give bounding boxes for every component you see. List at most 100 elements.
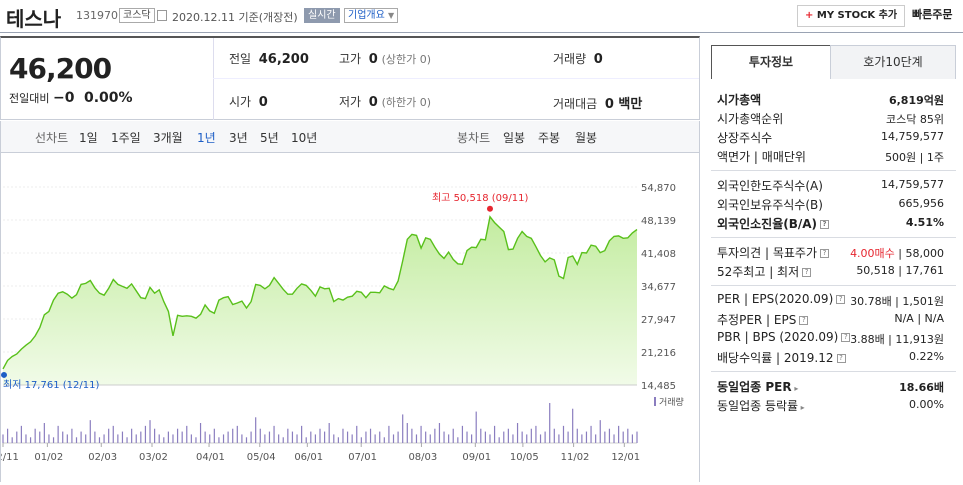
info-label-r1-0: 시가총액 <box>717 93 762 107</box>
info-tabs: 투자정보 호가10단계 <box>711 45 956 79</box>
stock-name: 테스나 <box>6 7 62 31</box>
x-tick-label: 12/11 <box>1 452 19 463</box>
info-value-r4-0: 30.78배 | 1,501원 <box>850 295 944 308</box>
document-icon <box>157 10 167 21</box>
info-value-r3-0: 4.00매수 | 58,000 <box>850 247 944 260</box>
info-label-r4-1: 추정PER | EPS? <box>717 311 809 328</box>
info-label-r2-2: 외국인소진율(B/A)? <box>717 215 830 232</box>
base-date: 2020.12.11 기준(개장전) <box>172 11 298 24</box>
y-tick-label: 41,408 <box>641 249 676 260</box>
price-area <box>3 216 637 385</box>
help-icon[interactable]: ? <box>802 268 812 277</box>
plus-icon: + <box>805 10 814 21</box>
help-icon[interactable]: ? <box>841 333 851 342</box>
low-price: 저가 0 (하한가 0) <box>339 95 432 110</box>
current-price: 46,200 <box>9 52 112 85</box>
x-tick-label: 01/02 <box>34 452 63 463</box>
info-value-r4-3: 0.22% <box>909 350 944 363</box>
chevron-down-icon: ▼ <box>388 11 395 20</box>
info-label-r3-0: 투자의견 | 목표주가? <box>717 244 829 261</box>
y-tick-label: 48,139 <box>641 216 676 227</box>
stock-code: 131970 <box>76 9 118 22</box>
tab-orderbook[interactable]: 호가10단계 <box>830 45 956 79</box>
volume: 거래량 0 <box>553 52 603 67</box>
volume-legend-swatch <box>654 397 656 406</box>
x-tick-label: 03/02 <box>139 452 168 463</box>
period-10y[interactable]: 10년 <box>291 131 318 145</box>
x-tick-label: 09/01 <box>462 452 491 463</box>
y-tick-label: 14,485 <box>641 381 676 392</box>
y-tick-label: 27,947 <box>641 315 676 326</box>
help-icon[interactable]: ? <box>799 316 809 325</box>
x-tick-label: 11/02 <box>561 452 590 463</box>
price-chart[interactable]: 54,870 48,139 41,408 34,677 27,947 21,216 14,4… <box>0 153 699 482</box>
info-value-r4-1: N/A | N/A <box>894 312 944 325</box>
period-3m[interactable]: 3개월 <box>153 131 183 145</box>
y-tick-label: 54,870 <box>641 183 676 194</box>
tab-investment-info[interactable]: 투자정보 <box>711 45 831 79</box>
y-tick-label: 34,677 <box>641 282 676 293</box>
stock-header: 테스나 131970 코스닥 2020.12.11 기준(개장전) 실시간 기업… <box>0 0 963 33</box>
info-label-r2-1: 외국인보유주식수(B) <box>717 198 823 212</box>
x-tick-label: 04/01 <box>196 452 225 463</box>
low-label: 최저 17,761 (12/11) <box>3 379 99 391</box>
x-tick-label: 06/01 <box>294 452 323 463</box>
prev-close: 전일 46,200 <box>229 52 309 67</box>
high-label: 최고 50,518 (09/11) <box>432 192 528 204</box>
price-summary: 46,200 전일대비 −0 0.00% 전일 46,200 고가 0 (상한가… <box>0 36 700 120</box>
arrow-right-icon: ▸ <box>798 403 805 412</box>
open-price: 시가 0 <box>229 95 268 110</box>
info-label-r1-2: 상장주식수 <box>717 131 773 145</box>
x-tick-label: 08/03 <box>408 452 437 463</box>
info-label-r2-0: 외국인한도주식수(A) <box>717 179 823 193</box>
period-bar: 선차트 1일 1주일 3개월 1년 3년 5년 10년 봉차트 일봉 주봉 월봉 <box>0 121 700 153</box>
info-label-r5-0: 동일업종 PER ▸ <box>717 380 799 394</box>
period-3y[interactable]: 3년 <box>229 131 248 145</box>
help-icon[interactable]: ? <box>836 354 846 363</box>
investment-info-panel: 투자정보 호가10단계 시가총액 6,819억원 시가총액순위 코스닥 85위 상장주식… <box>711 45 956 482</box>
x-tick-label: 02/03 <box>88 452 117 463</box>
info-label-r3-1: 52주최고 | 최저? <box>717 263 812 280</box>
y-tick-label: 21,216 <box>641 348 676 359</box>
candle-weekly[interactable]: 주봉 <box>538 131 561 145</box>
info-value-r5-0: 18.66배 <box>899 381 944 394</box>
period-1d[interactable]: 1일 <box>79 131 98 145</box>
realtime-button[interactable]: 실시간 <box>304 8 340 23</box>
info-value-r4-2: 3.88배 | 11,913원 <box>850 333 944 346</box>
volume-legend: 거래량 <box>659 396 684 408</box>
info-value-r1-2: 14,759,577 <box>881 130 944 143</box>
info-label-r5-1: 동일업종 등락률 ▸ <box>717 399 805 413</box>
help-icon[interactable]: ? <box>820 249 829 258</box>
price-line <box>2 215 638 370</box>
info-value-r1-3: 500원 | 1주 <box>885 151 944 164</box>
info-label-r1-3: 액면가 | 매매단위 <box>717 150 806 164</box>
x-tick-label: 10/05 <box>510 452 539 463</box>
x-tick-label: 07/01 <box>348 452 377 463</box>
arrow-right-icon: ▸ <box>791 384 799 393</box>
candle-monthly[interactable]: 월봉 <box>575 131 598 145</box>
my-stock-add-button[interactable]: + MY STOCK 추가 <box>797 5 906 27</box>
line-chart-label: 선차트 <box>35 131 69 145</box>
quick-order-button[interactable]: 빠른주문 <box>905 5 960 27</box>
company-overview-dropdown[interactable]: 기업개요 ▼ <box>344 8 399 23</box>
help-icon[interactable]: ? <box>836 295 846 304</box>
high-marker <box>486 205 493 212</box>
info-label-r4-2: PBR | BPS (2020.09)? <box>717 330 851 344</box>
high-price: 고가 0 (상한가 0) <box>339 52 432 67</box>
candle-chart-label: 봉차트 <box>457 131 491 145</box>
info-value-r3-1: 50,518 | 17,761 <box>856 264 944 277</box>
info-label-r4-0: PER | EPS(2020.09)? <box>717 292 846 306</box>
info-value-r2-1: 665,956 <box>898 197 945 210</box>
price-change: 전일대비 −0 0.00% <box>9 90 133 106</box>
period-1y[interactable]: 1년 <box>197 131 216 145</box>
info-value-r5-1: 0.00% <box>909 398 944 411</box>
candle-daily[interactable]: 일봉 <box>503 131 526 145</box>
period-1w[interactable]: 1주일 <box>111 131 141 145</box>
info-value-r1-1: 코스닥 85위 <box>886 113 944 126</box>
info-label-r1-1: 시가총액순위 <box>717 112 784 126</box>
help-icon[interactable]: ? <box>820 220 830 229</box>
info-value-r2-0: 14,759,577 <box>881 178 944 191</box>
period-5y[interactable]: 5년 <box>260 131 279 145</box>
x-tick-label: 12/01 <box>611 452 640 463</box>
price-chart-panel: 54,870 48,139 41,408 34,677 27,947 21,216 14,4… <box>0 153 700 482</box>
